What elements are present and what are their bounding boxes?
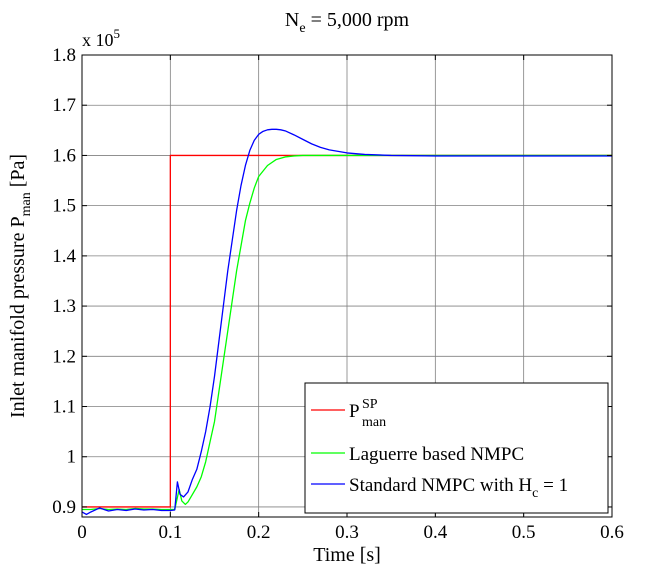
x-tick-label: 0.1 [158, 522, 182, 543]
y-tick-label: 1.8 [52, 45, 76, 66]
ticks: 0 0.1 0.2 0.3 0.4 0.5 0.6 0.9 1 1.1 1.2 1.3 1.4 1.5 1.… [52, 45, 624, 543]
legend-entry: Laguerre based NMPC [349, 444, 524, 465]
legend-entry: P SP man [349, 397, 386, 430]
x-axis-label: Time [s] [313, 544, 381, 566]
x-tick-label: 0.6 [600, 522, 624, 543]
x-tick-label: 0 [77, 522, 87, 543]
y-tick-label: 1.6 [52, 145, 76, 166]
y-axis-label: Inlet manifold pressure Pman [Pa] [7, 154, 34, 418]
chart-title: Ne = 5,000 rpm [285, 9, 410, 36]
x-tick-label: 0.2 [247, 522, 271, 543]
y-tick-label: 1.7 [52, 95, 76, 116]
legend-box [304, 382, 609, 514]
y-multiplier: x 105 [82, 26, 120, 50]
legend: P SP man Laguerre based NMPC Standard NMPC w… [304, 382, 609, 514]
series-line-1 [82, 154, 612, 511]
y-tick-label: 1.3 [52, 296, 76, 317]
y-tick-label: 1.4 [52, 246, 76, 267]
series-lines [81, 128, 612, 516]
x-tick-label: 0.3 [335, 522, 359, 543]
y-tick-label: 0.9 [52, 497, 76, 518]
y-tick-label: 1.1 [52, 397, 76, 418]
x-tick-label: 0.4 [423, 522, 447, 543]
x-tick-label: 0.5 [512, 522, 536, 543]
y-tick-label: 1 [67, 447, 77, 468]
y-tick-label: 1.2 [52, 346, 76, 367]
y-tick-label: 1.5 [52, 196, 76, 217]
series-line-2 [81, 128, 612, 516]
legend-entry: Standard NMPC with Hc = 1 [349, 475, 568, 501]
